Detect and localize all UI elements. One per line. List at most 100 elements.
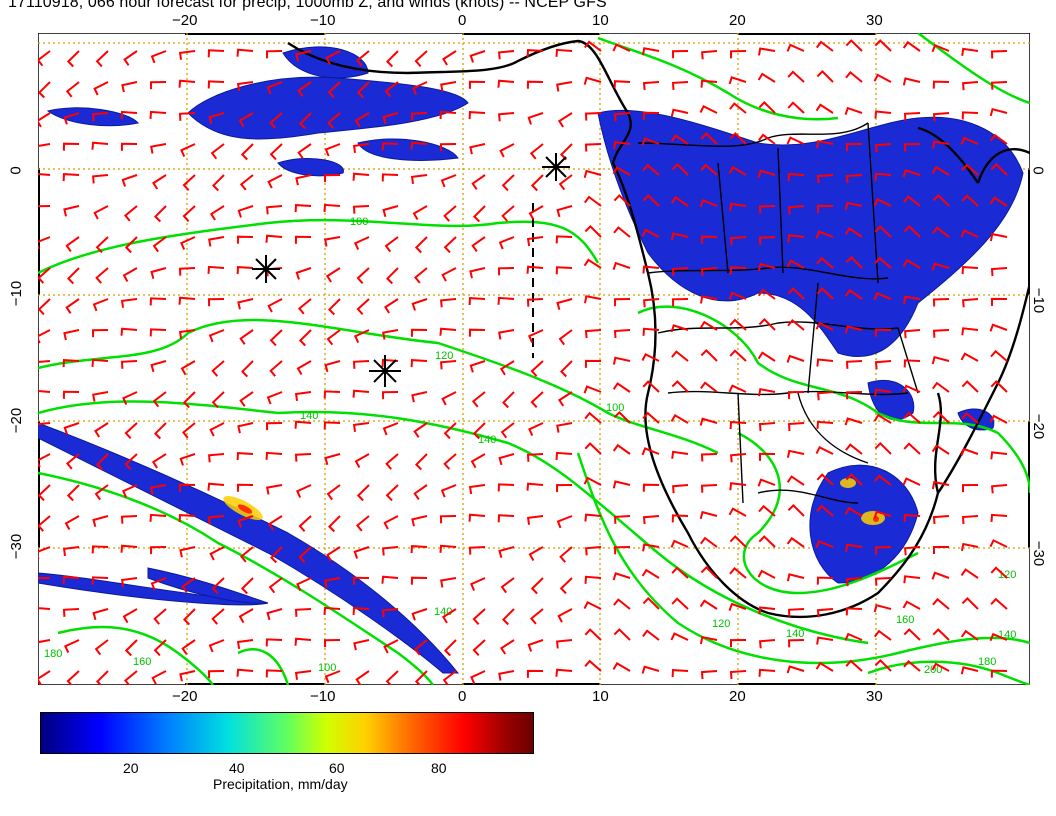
wind-barb xyxy=(38,236,51,250)
wind-barb xyxy=(613,226,631,238)
colorbar-label: 80 xyxy=(431,760,447,776)
precipitation-colorbar xyxy=(40,712,534,754)
wind-barb xyxy=(439,544,457,553)
wind-barb xyxy=(584,513,602,522)
wind-barb xyxy=(354,112,370,128)
wind-barb xyxy=(91,141,109,150)
wind-barb xyxy=(758,133,776,145)
asterisk-marker xyxy=(542,153,570,181)
wind-barb xyxy=(182,391,196,409)
wind-barb xyxy=(902,169,921,178)
wind-barb xyxy=(670,108,689,117)
wind-barb xyxy=(38,360,51,363)
wind-barb xyxy=(152,174,167,190)
wind-barb xyxy=(530,174,544,192)
wind-barb xyxy=(960,447,979,456)
wind-barb xyxy=(266,391,283,405)
wind-barb xyxy=(787,608,805,617)
wind-barb xyxy=(91,545,109,554)
wind-barb xyxy=(498,329,515,340)
wind-barb xyxy=(384,298,399,314)
wind-barb xyxy=(873,603,892,613)
wind-barb xyxy=(671,566,689,579)
wind-barb xyxy=(92,608,109,621)
wind-barb xyxy=(990,597,1008,610)
wind-barb xyxy=(265,669,283,678)
wind-barb xyxy=(500,639,515,655)
wind-barb xyxy=(529,143,544,160)
wind-barb xyxy=(468,111,486,120)
wind-barb xyxy=(990,349,1008,362)
contour-label: 100 xyxy=(350,216,368,228)
wind-barb xyxy=(758,388,776,397)
wind-barb xyxy=(903,225,921,238)
wind-barb xyxy=(497,483,515,492)
wind-barb xyxy=(960,666,979,675)
wind-barb xyxy=(440,81,457,92)
wind-barb xyxy=(786,475,805,486)
wind-barb xyxy=(414,670,428,685)
wind-barb xyxy=(642,411,660,424)
wind-barb xyxy=(236,668,254,677)
wind-barb xyxy=(816,636,834,645)
wind-barb xyxy=(356,81,370,99)
wind-barb xyxy=(355,670,370,685)
wind-barb xyxy=(584,195,602,207)
wind-barb xyxy=(671,298,689,307)
wind-barb xyxy=(352,607,370,616)
wind-barb xyxy=(642,515,660,525)
wind-barb xyxy=(269,112,283,129)
wind-barb xyxy=(178,112,196,121)
wind-barb xyxy=(208,329,225,343)
wind-barb xyxy=(326,546,341,562)
wind-barb xyxy=(294,608,312,617)
wind-barb xyxy=(584,442,602,455)
wind-barb xyxy=(240,360,254,378)
wind-barb xyxy=(817,391,834,401)
wind-barb xyxy=(757,169,776,178)
wind-barb xyxy=(700,484,718,493)
wind-barb xyxy=(92,391,109,402)
wind-barb xyxy=(325,50,341,65)
wind-barb xyxy=(961,47,979,56)
wind-barb xyxy=(149,110,167,119)
wind-barb xyxy=(92,174,109,184)
wind-barb xyxy=(501,205,515,222)
wind-barb xyxy=(932,226,950,238)
wind-barb xyxy=(122,391,138,406)
wind-barb xyxy=(787,391,805,400)
wind-barb xyxy=(844,506,863,517)
wind-barb xyxy=(151,670,167,685)
wind-barb xyxy=(526,669,544,678)
wind-barb xyxy=(500,577,515,594)
wind-barb xyxy=(730,236,747,246)
wind-barb xyxy=(64,515,80,530)
wind-barb xyxy=(120,110,138,120)
wind-barb xyxy=(295,484,312,498)
wind-barb xyxy=(62,390,80,399)
wind-barb xyxy=(468,328,486,337)
wind-barb xyxy=(845,70,863,83)
wind-barb xyxy=(410,576,428,585)
wind-barb xyxy=(844,632,863,641)
wind-barb xyxy=(642,163,660,176)
wind-barb xyxy=(642,111,660,120)
wind-barb xyxy=(787,422,805,432)
wind-barb xyxy=(874,658,892,672)
wind-barb xyxy=(613,410,631,424)
wind-barb xyxy=(786,43,805,52)
wind-barb xyxy=(671,81,689,90)
contour-labels: 100 120 140 100 140 140 160 180 120 140 … xyxy=(44,216,1016,676)
wind-barb xyxy=(641,137,660,146)
wind-barb xyxy=(468,297,486,306)
wind-barb xyxy=(94,639,109,656)
wind-barb xyxy=(468,513,486,522)
wind-barb xyxy=(903,514,921,523)
wind-barb xyxy=(700,163,718,176)
wind-barb xyxy=(266,81,283,95)
wind-barb xyxy=(38,670,51,685)
wind-barb xyxy=(583,600,602,610)
wind-barb xyxy=(211,174,225,192)
wind-barb xyxy=(671,669,689,678)
wind-barb xyxy=(642,47,660,56)
